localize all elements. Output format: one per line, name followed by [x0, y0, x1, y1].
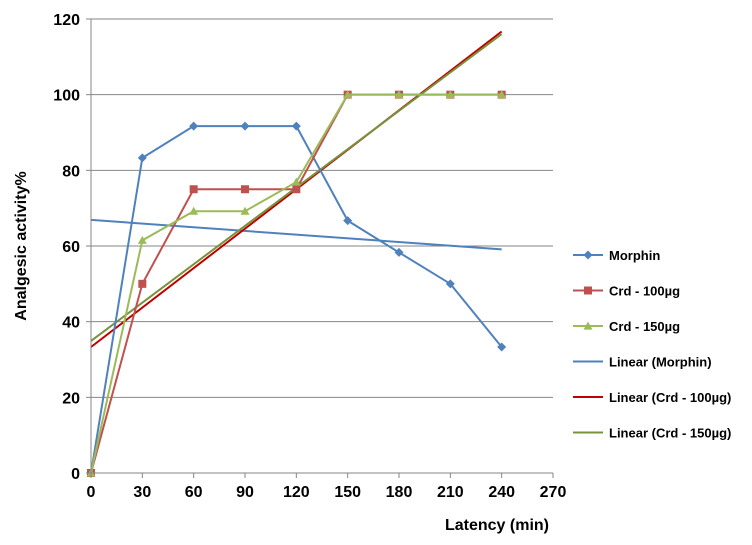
series-1-point-5 [343, 216, 353, 226]
y-tick-label-1: 20 [62, 390, 80, 407]
tick-labels: 0 20 40 60 80 100 120 0 30 60 90 120 150 180 210 240 270 [53, 12, 566, 501]
legend-label-2: Crd - 100µg [609, 284, 680, 299]
legend-label-4: Linear (Morphin) [609, 355, 712, 370]
series-2-point-1 [138, 279, 147, 288]
legend-marker-2 [584, 286, 592, 295]
y-tick-label-0: 0 [71, 466, 80, 483]
x-tick-label-2: 60 [185, 484, 203, 501]
data-series [86, 90, 507, 478]
y-tick-label-6: 120 [53, 12, 80, 29]
axes [86, 18, 554, 478]
x-tick-label-5: 150 [334, 484, 361, 501]
series-2-point-2 [189, 185, 198, 194]
y-tick-label-5: 100 [53, 88, 80, 105]
x-tick-label-9: 270 [540, 484, 567, 501]
y-tick-label-2: 40 [62, 315, 80, 332]
x-tick-label-8: 240 [488, 484, 515, 501]
series-1-point-1 [137, 153, 147, 163]
y-axis-title: Analgesic activity% [13, 171, 30, 320]
legend-marker-1 [583, 250, 593, 260]
series-3-point-1 [137, 235, 147, 244]
series-1-point-4 [291, 121, 301, 131]
legend-marker-3 [583, 321, 593, 330]
x-tick-label-6: 180 [386, 484, 413, 501]
x-tick-label-0: 0 [87, 484, 96, 501]
x-tick-label-1: 30 [133, 484, 151, 501]
series-3-point-6 [394, 90, 404, 99]
series-3-point-2 [189, 206, 199, 215]
series-3-point-7 [445, 90, 455, 99]
gridlines [91, 18, 553, 398]
x-tick-label-3: 90 [236, 484, 254, 501]
series-1-point-3 [240, 121, 250, 131]
legend-label-5: Linear (Crd - 100µg) [609, 390, 731, 405]
y-tick-label-3: 60 [62, 239, 80, 256]
legend-label-1: Morphin [609, 248, 660, 263]
series-1-point-7 [445, 279, 455, 289]
legend: Morphin Crd - 100µg Crd - 150µg Linear (Mor… [573, 248, 731, 441]
series-2-point-4 [292, 185, 301, 194]
y-tick-label-4: 80 [62, 163, 80, 180]
trendline-1 [90, 218, 502, 251]
x-tick-label-4: 120 [283, 484, 310, 501]
legend-label-6: Linear (Crd - 150µg) [609, 426, 731, 441]
series-1-point-2 [189, 121, 199, 131]
x-tick-label-7: 210 [437, 484, 464, 501]
x-axis-title: Latency (min) [445, 517, 549, 534]
series-3-point-8 [497, 90, 507, 99]
series-1-point-8 [497, 342, 507, 352]
series-3-point-3 [240, 206, 250, 215]
series-3-point-4 [291, 177, 301, 186]
series-2-point-3 [241, 185, 249, 194]
legend-label-3: Crd - 150µg [609, 319, 680, 334]
series-3-point-5 [343, 90, 353, 99]
series-1-point-6 [394, 247, 404, 257]
